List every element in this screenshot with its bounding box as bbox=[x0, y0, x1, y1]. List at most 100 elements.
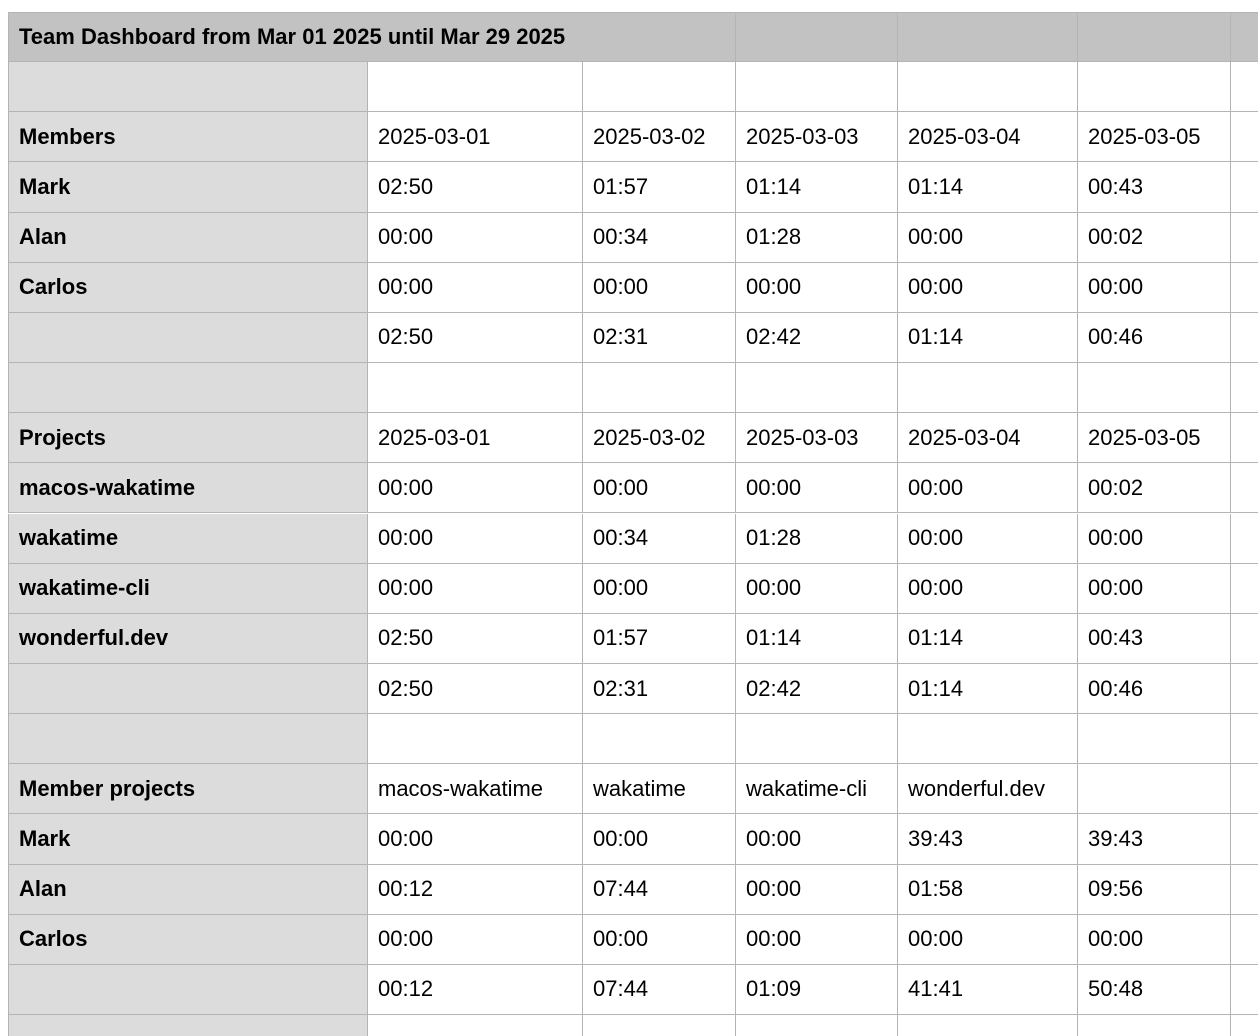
empty-cell bbox=[583, 363, 736, 414]
row-name: wonderful.dev bbox=[8, 613, 368, 664]
empty-head bbox=[8, 714, 368, 765]
row-name: macos-wakatime bbox=[8, 463, 368, 514]
row-name: Mark bbox=[8, 162, 368, 213]
time-cell: 00:00 bbox=[368, 513, 583, 564]
column-header: 2025-03-03 bbox=[736, 413, 898, 464]
time-cell: 00:34 bbox=[583, 212, 736, 263]
title-filler bbox=[736, 12, 898, 63]
empty-cell bbox=[1078, 363, 1231, 414]
column-header: 2025-03-01 bbox=[368, 112, 583, 163]
column-header: macos-wakatime bbox=[368, 764, 583, 815]
time-cell: 00:00 bbox=[1078, 914, 1231, 965]
total-cell: 07:44 bbox=[583, 964, 736, 1015]
column-header: 2025-03-04 bbox=[898, 112, 1078, 163]
total-cell: 00:46 bbox=[1078, 312, 1231, 364]
total-label bbox=[8, 312, 368, 364]
empty-cell bbox=[368, 714, 583, 765]
column-header: 2025-03-05 bbox=[1078, 112, 1231, 163]
empty-cell bbox=[736, 62, 898, 113]
time-cell: 00:00 bbox=[898, 212, 1078, 263]
time-cell: 02:50 bbox=[368, 613, 583, 664]
total-cell: 41:41 bbox=[898, 964, 1078, 1015]
total-label bbox=[8, 964, 368, 1015]
empty-cell bbox=[583, 1015, 736, 1036]
time-cell: 00:00 bbox=[1078, 563, 1231, 614]
time-cell: 00:00 bbox=[583, 262, 736, 313]
empty-cell bbox=[1078, 62, 1231, 113]
section-label: Members bbox=[8, 112, 368, 163]
row-name: Mark bbox=[8, 814, 368, 865]
time-cell: 00:00 bbox=[583, 914, 736, 965]
total-cell: 50:48 bbox=[1078, 964, 1231, 1015]
total-cell bbox=[1231, 664, 1258, 715]
time-cell bbox=[1231, 865, 1258, 915]
time-cell: 01:14 bbox=[736, 613, 898, 664]
time-cell: 00:43 bbox=[1078, 613, 1231, 664]
time-cell: 00:00 bbox=[898, 513, 1078, 564]
time-cell: 01:57 bbox=[583, 162, 736, 213]
column-header bbox=[1231, 413, 1258, 464]
column-header: 2025-03-02 bbox=[583, 413, 736, 464]
time-cell: 00:00 bbox=[898, 463, 1078, 514]
time-cell: 00:00 bbox=[736, 563, 898, 614]
time-cell: 00:00 bbox=[898, 262, 1078, 313]
column-header: 2025-03-01 bbox=[368, 413, 583, 464]
time-cell: 00:00 bbox=[736, 463, 898, 514]
total-label bbox=[8, 663, 368, 715]
empty-cell bbox=[898, 363, 1078, 414]
time-cell bbox=[1231, 263, 1258, 313]
time-cell bbox=[1231, 564, 1258, 614]
time-cell: 00:02 bbox=[1078, 212, 1231, 263]
time-cell: 01:14 bbox=[898, 613, 1078, 664]
row-name: Carlos bbox=[8, 262, 368, 313]
time-cell bbox=[1231, 463, 1258, 514]
column-header bbox=[1231, 112, 1258, 163]
empty-head bbox=[8, 363, 368, 414]
time-cell: 01:57 bbox=[583, 613, 736, 664]
total-cell bbox=[1231, 313, 1258, 364]
time-cell: 00:12 bbox=[368, 864, 583, 915]
total-cell: 01:14 bbox=[898, 312, 1078, 364]
empty-cell bbox=[1231, 1015, 1258, 1036]
time-cell: 00:02 bbox=[1078, 463, 1231, 514]
column-header: 2025-03-03 bbox=[736, 112, 898, 163]
time-cell: 00:34 bbox=[583, 513, 736, 564]
total-cell bbox=[1231, 965, 1258, 1015]
time-cell: 00:00 bbox=[736, 262, 898, 313]
empty-cell bbox=[898, 62, 1078, 113]
empty-cell bbox=[368, 1015, 583, 1036]
time-cell: 00:00 bbox=[368, 212, 583, 263]
time-cell: 02:50 bbox=[368, 162, 583, 213]
time-cell: 00:00 bbox=[736, 814, 898, 865]
empty-cell bbox=[1231, 363, 1258, 414]
time-cell bbox=[1231, 614, 1258, 664]
title-filler bbox=[1231, 12, 1258, 63]
time-cell: 00:00 bbox=[898, 563, 1078, 614]
time-cell: 00:00 bbox=[583, 814, 736, 865]
empty-cell bbox=[1231, 714, 1258, 765]
time-cell: 00:00 bbox=[736, 864, 898, 915]
total-cell: 00:46 bbox=[1078, 663, 1231, 715]
empty-cell bbox=[1231, 62, 1258, 113]
row-name: wakatime-cli bbox=[8, 563, 368, 614]
time-cell bbox=[1231, 514, 1258, 564]
total-cell: 00:12 bbox=[368, 964, 583, 1015]
column-header bbox=[1078, 764, 1231, 815]
time-cell: 00:00 bbox=[898, 914, 1078, 965]
empty-cell bbox=[368, 363, 583, 414]
total-cell: 01:14 bbox=[898, 663, 1078, 715]
time-cell: 01:14 bbox=[736, 162, 898, 213]
empty-head bbox=[8, 62, 368, 113]
empty-cell bbox=[1078, 1015, 1231, 1036]
total-cell: 02:42 bbox=[736, 312, 898, 364]
section-label: Projects bbox=[8, 413, 368, 464]
total-cell: 02:31 bbox=[583, 312, 736, 364]
empty-cell bbox=[583, 62, 736, 113]
total-cell: 02:31 bbox=[583, 663, 736, 715]
empty-cell bbox=[898, 1015, 1078, 1036]
time-cell: 00:00 bbox=[1078, 262, 1231, 313]
time-cell: 39:43 bbox=[898, 814, 1078, 865]
time-cell: 01:58 bbox=[898, 864, 1078, 915]
time-cell: 00:00 bbox=[368, 814, 583, 865]
